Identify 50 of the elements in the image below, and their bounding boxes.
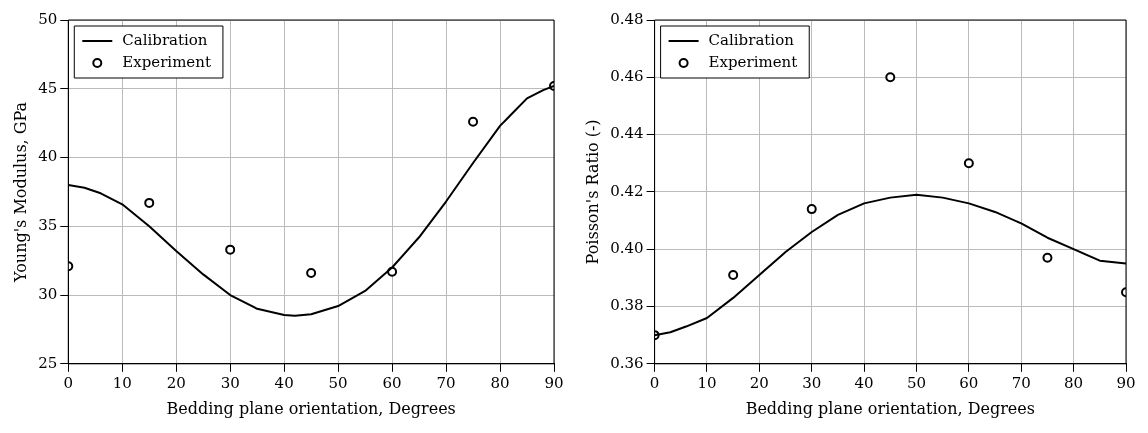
- x-tick-label: 10: [697, 373, 717, 392]
- x-tick-label: 20: [166, 373, 186, 392]
- y-axis-title: Young's Modulus, GPa: [10, 101, 30, 283]
- x-tick-label: 0: [649, 373, 660, 392]
- y-tick-label: 0.48: [610, 9, 644, 28]
- x-tick-label: 70: [1011, 373, 1031, 392]
- y-tick-label: 35: [38, 216, 58, 235]
- x-tick-label: 50: [906, 373, 927, 392]
- legend-label: Experiment: [122, 52, 211, 71]
- legend-label: Experiment: [708, 52, 798, 71]
- x-tick-label: 70: [436, 373, 456, 392]
- point: [728, 269, 739, 280]
- y-tick-label: 0.46: [610, 67, 644, 86]
- x-tick-label: 30: [802, 373, 822, 392]
- x-tick-label: 30: [220, 373, 240, 392]
- point: [885, 72, 896, 83]
- x-tick-label: 60: [382, 373, 402, 392]
- y-tick-label: 40: [38, 147, 58, 166]
- y-tick-label: 30: [38, 284, 58, 303]
- y-tick-label: 50: [38, 9, 58, 28]
- x-tick-label: 80: [490, 373, 510, 392]
- x-tick-label: 20: [749, 373, 769, 392]
- legend-label: Calibration: [122, 30, 208, 49]
- y-tick-label: 0.40: [610, 239, 644, 258]
- x-tick-label: 40: [274, 373, 294, 392]
- x-tick-label: 60: [959, 373, 979, 392]
- y-tick-label: 0.36: [610, 353, 644, 372]
- x-tick-label: 80: [1064, 373, 1084, 392]
- y-tick-label: 0.38: [610, 296, 644, 315]
- x-axis-title: Bedding plane orientation, Degrees: [745, 398, 1035, 418]
- point: [963, 158, 974, 169]
- point: [225, 244, 236, 255]
- y-tick-label: 0.44: [610, 124, 644, 143]
- y-tick-label: 0.42: [610, 181, 644, 200]
- x-tick-label: 0: [63, 373, 74, 392]
- y-tick-label: 25: [38, 353, 58, 372]
- legend-label: Calibration: [708, 30, 795, 49]
- point: [468, 116, 479, 127]
- point: [306, 268, 317, 279]
- point: [144, 197, 155, 208]
- x-tick-label: 10: [112, 373, 132, 392]
- point: [1042, 252, 1053, 263]
- x-tick-label: 90: [544, 373, 564, 392]
- y-tick-label: 45: [38, 78, 58, 97]
- point: [806, 204, 817, 215]
- x-tick-label: 40: [854, 373, 874, 392]
- x-tick-label: 90: [1116, 373, 1136, 392]
- y-axis-title: Poisson's Ratio (-): [582, 119, 602, 265]
- x-axis-title: Bedding plane orientation, Degrees: [166, 398, 456, 418]
- x-tick-label: 50: [328, 373, 348, 392]
